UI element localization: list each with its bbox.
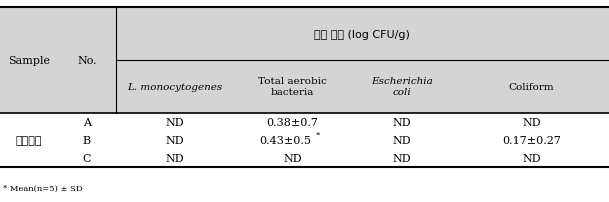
Text: Sample: Sample — [8, 56, 50, 66]
Text: 0.43±0.5: 0.43±0.5 — [259, 135, 311, 145]
Text: No.: No. — [77, 56, 97, 66]
Text: ND: ND — [166, 117, 185, 127]
Text: Coliform: Coliform — [509, 82, 554, 91]
Text: 오염 수준 (log CFU/g): 오염 수준 (log CFU/g) — [314, 29, 410, 39]
Text: * Mean(n=5) ± SD: * Mean(n=5) ± SD — [3, 184, 83, 192]
Text: *: * — [316, 131, 320, 139]
Text: L. monocytogenes: L. monocytogenes — [127, 82, 223, 91]
Text: ND: ND — [166, 135, 185, 145]
Text: ND: ND — [522, 117, 541, 127]
Bar — [0, 113, 609, 168]
Text: ND: ND — [393, 117, 411, 127]
Text: Total aerobic
bacteria: Total aerobic bacteria — [258, 77, 326, 97]
Text: 0.17±0.27: 0.17±0.27 — [502, 135, 561, 145]
Text: A: A — [83, 117, 91, 127]
Text: 냉동망고: 냉동망고 — [16, 135, 42, 145]
Text: ND: ND — [283, 154, 301, 164]
Bar — [0, 8, 609, 113]
Text: ND: ND — [393, 154, 411, 164]
Text: ND: ND — [166, 154, 185, 164]
Text: B: B — [83, 135, 91, 145]
Text: 0.38±0.7: 0.38±0.7 — [266, 117, 319, 127]
Text: ND: ND — [393, 135, 411, 145]
Text: C: C — [83, 154, 91, 164]
Text: Escherichia
coli: Escherichia coli — [371, 77, 433, 97]
Text: ND: ND — [522, 154, 541, 164]
